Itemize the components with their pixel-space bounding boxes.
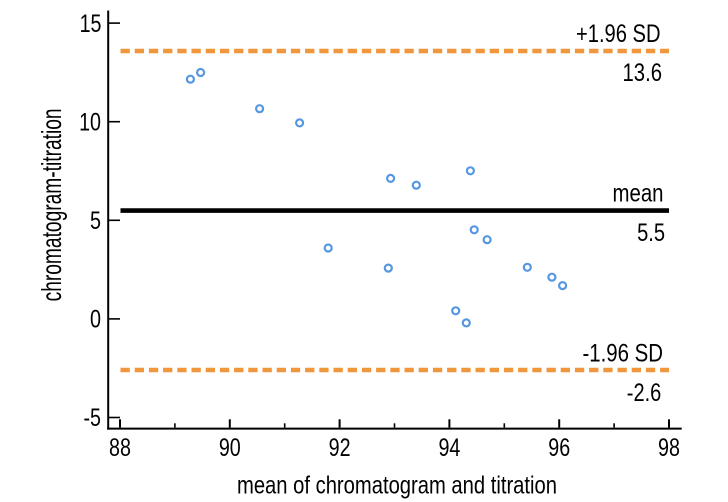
svg-text:13.6: 13.6 (623, 59, 663, 87)
svg-text:+1.96 SD: +1.96 SD (576, 20, 661, 48)
svg-text:90: 90 (219, 434, 241, 462)
svg-text:5.5: 5.5 (637, 219, 665, 247)
svg-text:88: 88 (109, 434, 131, 462)
svg-text:chromatogram-titration: chromatogram-titration (36, 108, 67, 301)
svg-text:-1.96 SD: -1.96 SD (583, 340, 664, 368)
svg-text:-2.6: -2.6 (627, 379, 662, 407)
svg-text:0: 0 (90, 306, 101, 334)
svg-text:5: 5 (90, 207, 101, 235)
svg-text:mean of chromatogram and titra: mean of chromatogram and titration (237, 472, 557, 500)
svg-text:10: 10 (79, 108, 101, 136)
svg-text:-5: -5 (84, 404, 102, 432)
svg-text:92: 92 (329, 434, 351, 462)
svg-text:94: 94 (438, 434, 460, 462)
svg-text:98: 98 (658, 434, 680, 462)
svg-text:15: 15 (80, 10, 102, 38)
svg-text:96: 96 (548, 434, 570, 462)
svg-text:mean: mean (613, 180, 664, 208)
